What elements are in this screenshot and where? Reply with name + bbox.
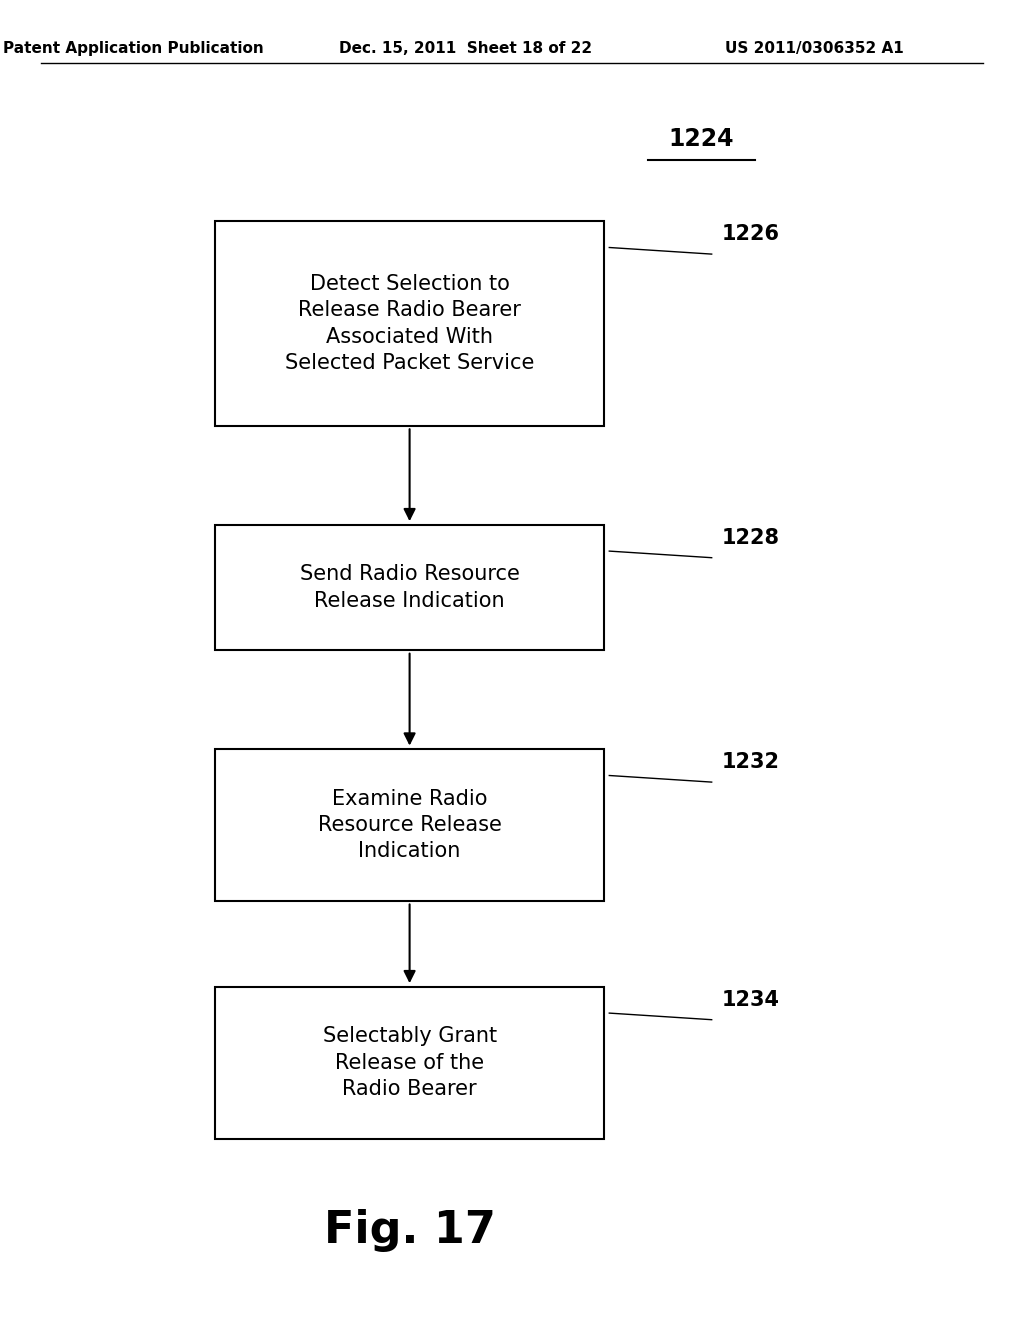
Text: Dec. 15, 2011  Sheet 18 of 22: Dec. 15, 2011 Sheet 18 of 22 [339, 41, 593, 57]
Text: Selectably Grant
Release of the
Radio Bearer: Selectably Grant Release of the Radio Be… [323, 1026, 497, 1100]
FancyBboxPatch shape [215, 524, 604, 649]
Text: 1234: 1234 [722, 990, 780, 1010]
Text: Examine Radio
Resource Release
Indication: Examine Radio Resource Release Indicatio… [317, 788, 502, 862]
Text: Fig. 17: Fig. 17 [324, 1209, 496, 1251]
Text: Detect Selection to
Release Radio Bearer
Associated With
Selected Packet Service: Detect Selection to Release Radio Bearer… [285, 273, 535, 374]
FancyBboxPatch shape [215, 987, 604, 1138]
Text: 1224: 1224 [669, 127, 734, 150]
FancyBboxPatch shape [215, 750, 604, 900]
FancyBboxPatch shape [215, 220, 604, 425]
Text: 1226: 1226 [722, 224, 780, 244]
Text: Send Radio Resource
Release Indication: Send Radio Resource Release Indication [300, 564, 519, 611]
Text: 1232: 1232 [722, 752, 780, 772]
Text: US 2011/0306352 A1: US 2011/0306352 A1 [725, 41, 903, 57]
Text: 1228: 1228 [722, 528, 780, 548]
Text: Patent Application Publication: Patent Application Publication [3, 41, 263, 57]
